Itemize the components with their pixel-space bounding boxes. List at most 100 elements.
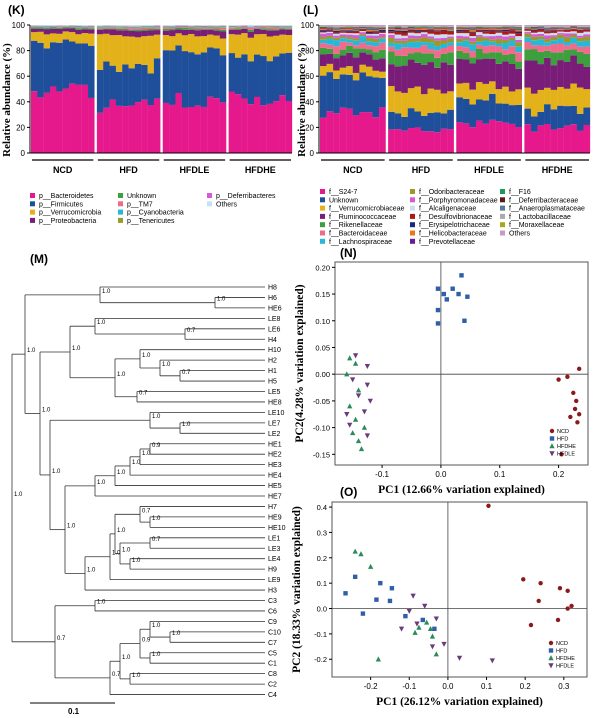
node-support-label: 1.0	[132, 558, 141, 564]
bar-segment-hfd-7-7	[134, 27, 142, 29]
bar-segment-hfdhe-10-6	[285, 27, 293, 29]
bar-segment-hfdhe-9-7	[576, 41, 584, 47]
legend-swatch	[410, 213, 415, 219]
bar-segment-hfdle-5-6	[188, 27, 195, 29]
bar-segment-hfd-9-15	[440, 27, 448, 28]
bar-segment-hfd-5-3	[414, 86, 422, 112]
leaf-label: C5	[268, 650, 277, 657]
bar-segment-hfd-6-15	[420, 27, 428, 28]
bar-segment-ncd-8-14	[365, 28, 373, 30]
bar-segment-ncd-9-3	[372, 70, 380, 78]
bar-segment-hfdle-5-6	[482, 46, 490, 54]
bar-segment-hfdle-5-3	[482, 83, 490, 101]
node-support-label: 1.0	[42, 407, 51, 413]
bar-segment-ncd-1-10	[320, 32, 327, 34]
bar-segment-hfdhe-8-6	[272, 28, 280, 30]
bar-segment-hfdle-7-13	[495, 28, 503, 31]
bar-segment-hfdle-10-4	[219, 31, 227, 39]
bar-segment-hfd-1-1	[96, 112, 104, 153]
bar-segment-hfd-2-9	[103, 25, 110, 27]
leaf-label: LE4	[268, 556, 281, 563]
bar-segment-hfd-2-2	[394, 113, 402, 130]
legend-swatch	[410, 205, 415, 211]
bar-segment-ncd-8-1	[75, 84, 82, 153]
bar-segment-hfdhe-2-3	[530, 93, 538, 117]
bar-segment-hfd-6-10	[128, 25, 136, 27]
bar-segment-hfd-7-4	[427, 62, 435, 89]
bar-segment-hfd-1-2	[388, 111, 395, 130]
bar-segment-hfdle-7-11	[495, 31, 503, 33]
y-tick-label: 20	[16, 123, 25, 132]
bar-segment-hfdle-4-5	[181, 28, 189, 30]
bar-segment-hfd-6-3	[128, 36, 136, 69]
bar-segment-hfdhe-6-15	[557, 27, 564, 29]
bar-segment-hfdhe-8-20	[570, 25, 578, 26]
point-hfd	[420, 617, 425, 623]
bar-segment-hfdhe-6-4	[260, 29, 267, 34]
bar-segment-ncd-6-3	[352, 72, 360, 81]
bar-segment-ncd-10-9	[379, 33, 386, 38]
bar-segment-hfdle-10-15	[515, 27, 523, 29]
m-tree: H8 H6 HE6 LE8 LE6 H4 H10 H2 H1 H5 LE5 HE8 LE10 LE7 LE2…	[11, 285, 286, 716]
bar-segment-hfdhe-5-4	[550, 65, 558, 90]
bar-segment-hfd-5-1	[122, 106, 129, 153]
bar-segment-ncd-6-10	[352, 33, 360, 36]
node-support-label: 1.0	[132, 460, 141, 466]
bar-segment-hfdhe-10-9	[583, 34, 591, 37]
bar-segment-hfd-5-4	[122, 30, 129, 37]
bar-segment-hfdle-10-5	[219, 29, 227, 32]
legend-swatch	[410, 222, 415, 228]
bar-segment-hfdhe-1-6	[228, 27, 236, 29]
point-ncd	[568, 414, 573, 420]
bar-segment-hfdhe-1-10	[524, 30, 532, 33]
bar-segment-hfd-9-3	[440, 93, 448, 114]
bar-segment-hfdle-1-2	[456, 97, 463, 123]
point-hfdhe	[350, 430, 356, 436]
bar-segment-hfd-8-14	[434, 28, 441, 29]
bar-segment-hfdhe-5-8	[550, 36, 558, 41]
bar-segment-hfdle-9-3	[508, 91, 516, 106]
bar-segment-hfd-7-8	[427, 38, 435, 43]
bar-segment-ncd-9-10	[81, 25, 89, 26]
legend-swatch	[320, 189, 325, 194]
node-support-label: 1.0	[182, 422, 191, 428]
bar-segment-ncd-6-16	[352, 27, 360, 29]
bar-segment-hfdhe-1-1	[228, 91, 236, 153]
k-axes: NCD HFD HFDLE HFDHE 0 20 40 60 80 100	[12, 21, 292, 175]
panel-l-family-barchart: (L) Relative abundance (%) NCD HFD HFDLE HF…	[296, 3, 591, 246]
bar-segment-hfdle-9-20	[508, 25, 516, 26]
bar-segment-hfd-8-16	[434, 27, 441, 28]
bar-segment-hfd-10-9	[447, 36, 454, 39]
bar-segment-hfd-5-10	[122, 25, 129, 27]
bar-segment-ncd-10-5	[379, 49, 386, 59]
bar-segment-hfd-4-7	[115, 27, 123, 28]
bar-segment-ncd-3-3	[333, 70, 340, 79]
bar-segment-hfdhe-4-2	[247, 61, 255, 105]
point-hfd	[441, 291, 447, 297]
bar-segment-ncd-6-6	[352, 45, 360, 49]
bar-segment-hfdle-1-3	[456, 83, 463, 98]
scale-bar-label: 0.1	[68, 707, 80, 716]
bar-segment-hfd-8-5	[434, 57, 441, 68]
panel-label-o: (O)	[340, 485, 357, 499]
bar-segment-ncd-8-8	[365, 38, 373, 42]
bar-segment-hfd-5-2	[122, 64, 129, 107]
bar-segment-hfdle-8-12	[502, 29, 509, 32]
y-tick-label: 0.20	[315, 263, 330, 272]
bar-segment-ncd-10-3	[88, 33, 95, 46]
bar-segment-hfdhe-4-11	[544, 31, 551, 34]
node-support-label: 1.0	[87, 567, 96, 573]
bar-segment-hfdle-7-4	[200, 29, 208, 37]
bar-segment-hfd-4-20	[407, 25, 415, 26]
bar-segment-hfd-1-10	[388, 33, 395, 35]
bar-segment-hfdle-6-20	[489, 25, 496, 27]
bar-segment-hfdle-5-10	[188, 25, 195, 26]
bar-segment-ncd-5-7	[56, 26, 63, 27]
legend-marker	[548, 655, 554, 661]
bar-segment-ncd-2-8	[326, 35, 334, 39]
bar-segment-hfdhe-8-2	[570, 105, 578, 125]
bar-segment-hfd-2-20	[394, 25, 402, 26]
bar-segment-hfdhe-8-7	[570, 37, 578, 44]
bar-segment-hfd-9-9	[440, 37, 448, 41]
